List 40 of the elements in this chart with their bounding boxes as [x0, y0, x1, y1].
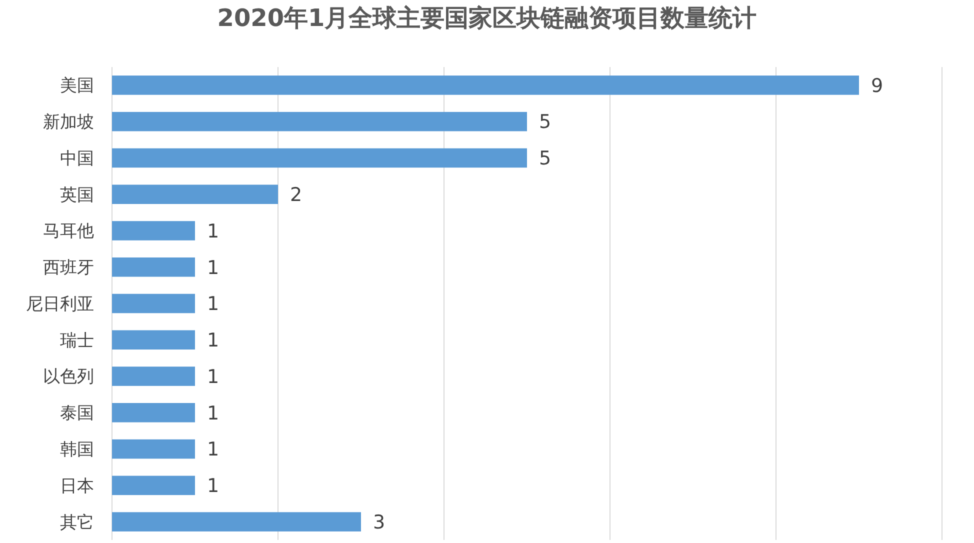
bar: [112, 330, 195, 350]
data-label: 3: [373, 511, 386, 534]
bar: [112, 294, 195, 314]
bar: [112, 112, 527, 132]
y-tick-label: 新加坡: [43, 112, 94, 133]
data-label: 1: [207, 220, 220, 242]
y-tick-label: 泰国: [60, 404, 94, 424]
y-tick-label: 美国: [60, 76, 94, 96]
y-tick-label: 英国: [60, 185, 94, 206]
bar: [112, 476, 195, 496]
y-tick-label: 日本: [60, 476, 94, 496]
chart-title: 2020年1月全球主要国家区块链融资项目数量统计: [217, 4, 757, 32]
data-label: 1: [207, 438, 220, 461]
y-tick-label: 其它: [60, 512, 94, 533]
data-label: 9: [871, 74, 884, 97]
data-label: 2: [290, 184, 302, 206]
bar: [112, 76, 859, 95]
bar: [112, 148, 527, 168]
y-tick-label: 尼日利亚: [26, 294, 94, 314]
y-tick-label: 以色列: [43, 367, 94, 388]
bar: [112, 439, 195, 459]
y-tick-label: 韩国: [60, 440, 94, 460]
y-tick-label: 瑞士: [60, 330, 94, 351]
data-label: 1: [207, 293, 220, 316]
data-label: 1: [207, 256, 220, 279]
data-label: 1: [207, 475, 220, 498]
data-label: 1: [207, 366, 220, 388]
bar: [112, 366, 195, 386]
y-tick-label: 马耳他: [43, 222, 94, 242]
data-label: 5: [539, 148, 552, 170]
data-label: 5: [539, 111, 552, 134]
bar: [112, 221, 195, 240]
bar: [112, 403, 195, 422]
data-label: 1: [207, 402, 220, 424]
bar: [112, 184, 278, 204]
y-tick-label: 中国: [60, 148, 94, 169]
bar: [112, 512, 361, 532]
bar: [112, 257, 195, 277]
y-tick-label: 西班牙: [43, 258, 94, 278]
data-label: 1: [207, 330, 220, 352]
